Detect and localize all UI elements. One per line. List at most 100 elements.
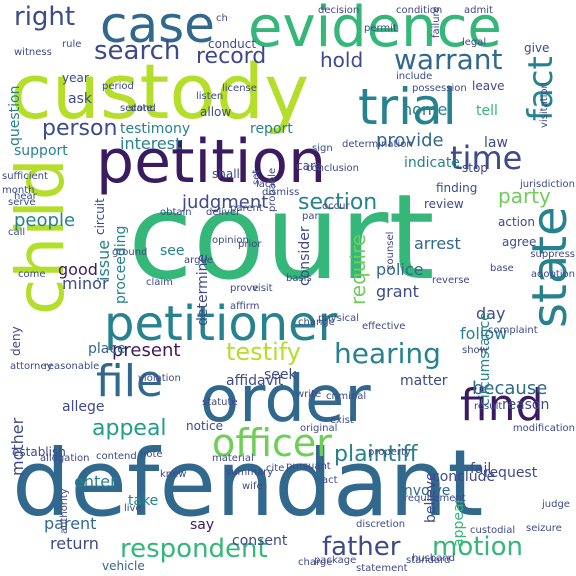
cloud-word-occur: occur — [322, 201, 350, 212]
cloud-word-right: right — [14, 2, 76, 32]
cloud-word-modification: modification — [512, 423, 575, 434]
cloud-word-interest: interest — [120, 134, 182, 153]
cloud-word-petition: petition — [96, 127, 327, 197]
cloud-word-ground: ground — [112, 247, 148, 258]
cloud-word-husband: husband — [412, 553, 456, 564]
cloud-word-stop: stop — [462, 161, 488, 175]
cloud-word-agree: agree — [502, 235, 537, 249]
cloud-word-second: second — [120, 103, 156, 114]
cloud-word-complaint: complaint — [488, 325, 538, 336]
cloud-word-statute: statute — [202, 397, 238, 408]
cloud-word-testify: testify — [226, 338, 301, 366]
cloud-word-party: party — [498, 184, 551, 208]
cloud-word-exist: exist — [330, 415, 354, 426]
cloud-word-warrant: warrant — [394, 43, 503, 76]
cloud-word-allege: allege — [62, 399, 105, 415]
cloud-word-conduct: conduct — [208, 37, 257, 51]
cloud-word-determination: determination — [342, 139, 413, 150]
cloud-word-listen: listen — [196, 91, 224, 102]
cloud-word-original: original — [300, 423, 338, 434]
cloud-word-change: change — [298, 317, 335, 328]
cloud-word-finding: finding — [436, 181, 478, 195]
cloud-word-affirm: affirm — [230, 301, 260, 312]
cloud-word-knew: knew — [160, 469, 187, 480]
cloud-word-provide: provide — [376, 130, 444, 151]
cloud-word-par: par — [302, 211, 319, 222]
cloud-word-ch: ch — [216, 13, 228, 24]
cloud-word-obtain: obtain — [160, 207, 192, 218]
cloud-word-lack: lack — [256, 179, 277, 190]
cloud-word-discretion: discretion — [356, 519, 406, 530]
cloud-word-deliver: deliver — [206, 207, 241, 218]
cloud-word-act: act — [322, 475, 338, 486]
cloud-word-deny: deny — [9, 326, 23, 356]
cloud-word-action: action — [498, 215, 535, 229]
cloud-word-search: search — [94, 36, 181, 66]
cloud-word-report: report — [250, 121, 293, 137]
cloud-word-issue: issue — [94, 239, 113, 281]
cloud-word-rule: rule — [62, 39, 82, 50]
cloud-word-section: section — [298, 190, 378, 215]
cloud-word-file: file — [96, 356, 164, 407]
cloud-word-support: support — [14, 143, 68, 159]
cloud-word-trial: trial — [358, 78, 457, 136]
cloud-word-requirement: requirement — [404, 493, 466, 504]
cloud-word-establish: establish — [12, 445, 66, 459]
cloud-word-ask: ask — [68, 91, 92, 107]
cloud-word-take: take — [128, 493, 159, 509]
cloud-word-dismiss: dismiss — [262, 187, 300, 198]
cloud-word-affidavit: affidavit — [226, 373, 284, 389]
cloud-word-write: write — [296, 389, 322, 400]
cloud-word-matter: matter — [400, 373, 448, 389]
cloud-word-cite: cite — [266, 463, 285, 474]
cloud-word-petitioner: petitioner — [104, 296, 338, 352]
cloud-word-case: case — [100, 0, 215, 54]
cloud-word-statement: statement — [356, 563, 408, 574]
cloud-word-allegation: allegation — [40, 453, 90, 464]
cloud-word-judgment: judgment — [182, 192, 269, 213]
cloud-word-conclusion: conclusion — [306, 163, 360, 174]
cloud-word-prior: prior — [238, 239, 262, 250]
cloud-word-possession: possession — [412, 83, 467, 94]
cloud-word-good: good — [58, 260, 98, 279]
cloud-word-claim: claim — [146, 277, 173, 288]
cloud-word-say: say — [190, 517, 215, 533]
cloud-word-parent: parent — [44, 514, 97, 533]
cloud-word-follow: follow — [460, 324, 508, 343]
cloud-word-appear: appear — [451, 497, 467, 547]
cloud-word-find: find — [460, 380, 544, 431]
cloud-word-tell: tell — [476, 103, 498, 119]
cloud-word-condition: condition — [396, 5, 443, 16]
cloud-word-defendant: defendant — [12, 430, 484, 537]
cloud-word-motion: motion — [432, 532, 524, 562]
cloud-word-require: require — [346, 233, 370, 305]
cloud-word-wife: wife — [242, 481, 263, 492]
cloud-word-material: material — [212, 453, 254, 464]
cloud-word-respondent: respondent — [120, 534, 268, 564]
cloud-word-plaintiff: plaintiff — [334, 442, 418, 467]
cloud-word-show: show — [462, 345, 488, 356]
cloud-word-give: give — [524, 41, 550, 55]
cloud-word-call: call — [8, 227, 26, 238]
cloud-word-basis: basis — [286, 273, 312, 284]
cloud-word-arrest: arrest — [414, 234, 461, 253]
cloud-word-month: month — [2, 185, 35, 196]
cloud-word-result: result — [474, 401, 503, 412]
cloud-word-come: come — [18, 269, 46, 280]
cloud-word-witness: witness — [14, 47, 52, 58]
cloud-word-hold: hold — [320, 48, 364, 72]
cloud-word-base: base — [490, 263, 514, 274]
cloud-word-effective: effective — [362, 321, 406, 332]
cloud-word-custodial: custodial — [470, 525, 516, 536]
cloud-word-review: review — [424, 197, 464, 211]
cloud-word-time: time — [450, 139, 523, 177]
cloud-word-vehicle: vehicle — [102, 559, 145, 573]
cloud-word-legal: legal — [462, 37, 487, 48]
cloud-word-person: person — [42, 116, 118, 141]
cloud-word-conclude: conclude — [432, 469, 496, 485]
cloud-word-period: period — [102, 81, 134, 92]
cloud-word-physical: physical — [318, 313, 359, 324]
cloud-word-father: father — [322, 532, 401, 562]
cloud-word-custody: custody — [10, 47, 310, 136]
